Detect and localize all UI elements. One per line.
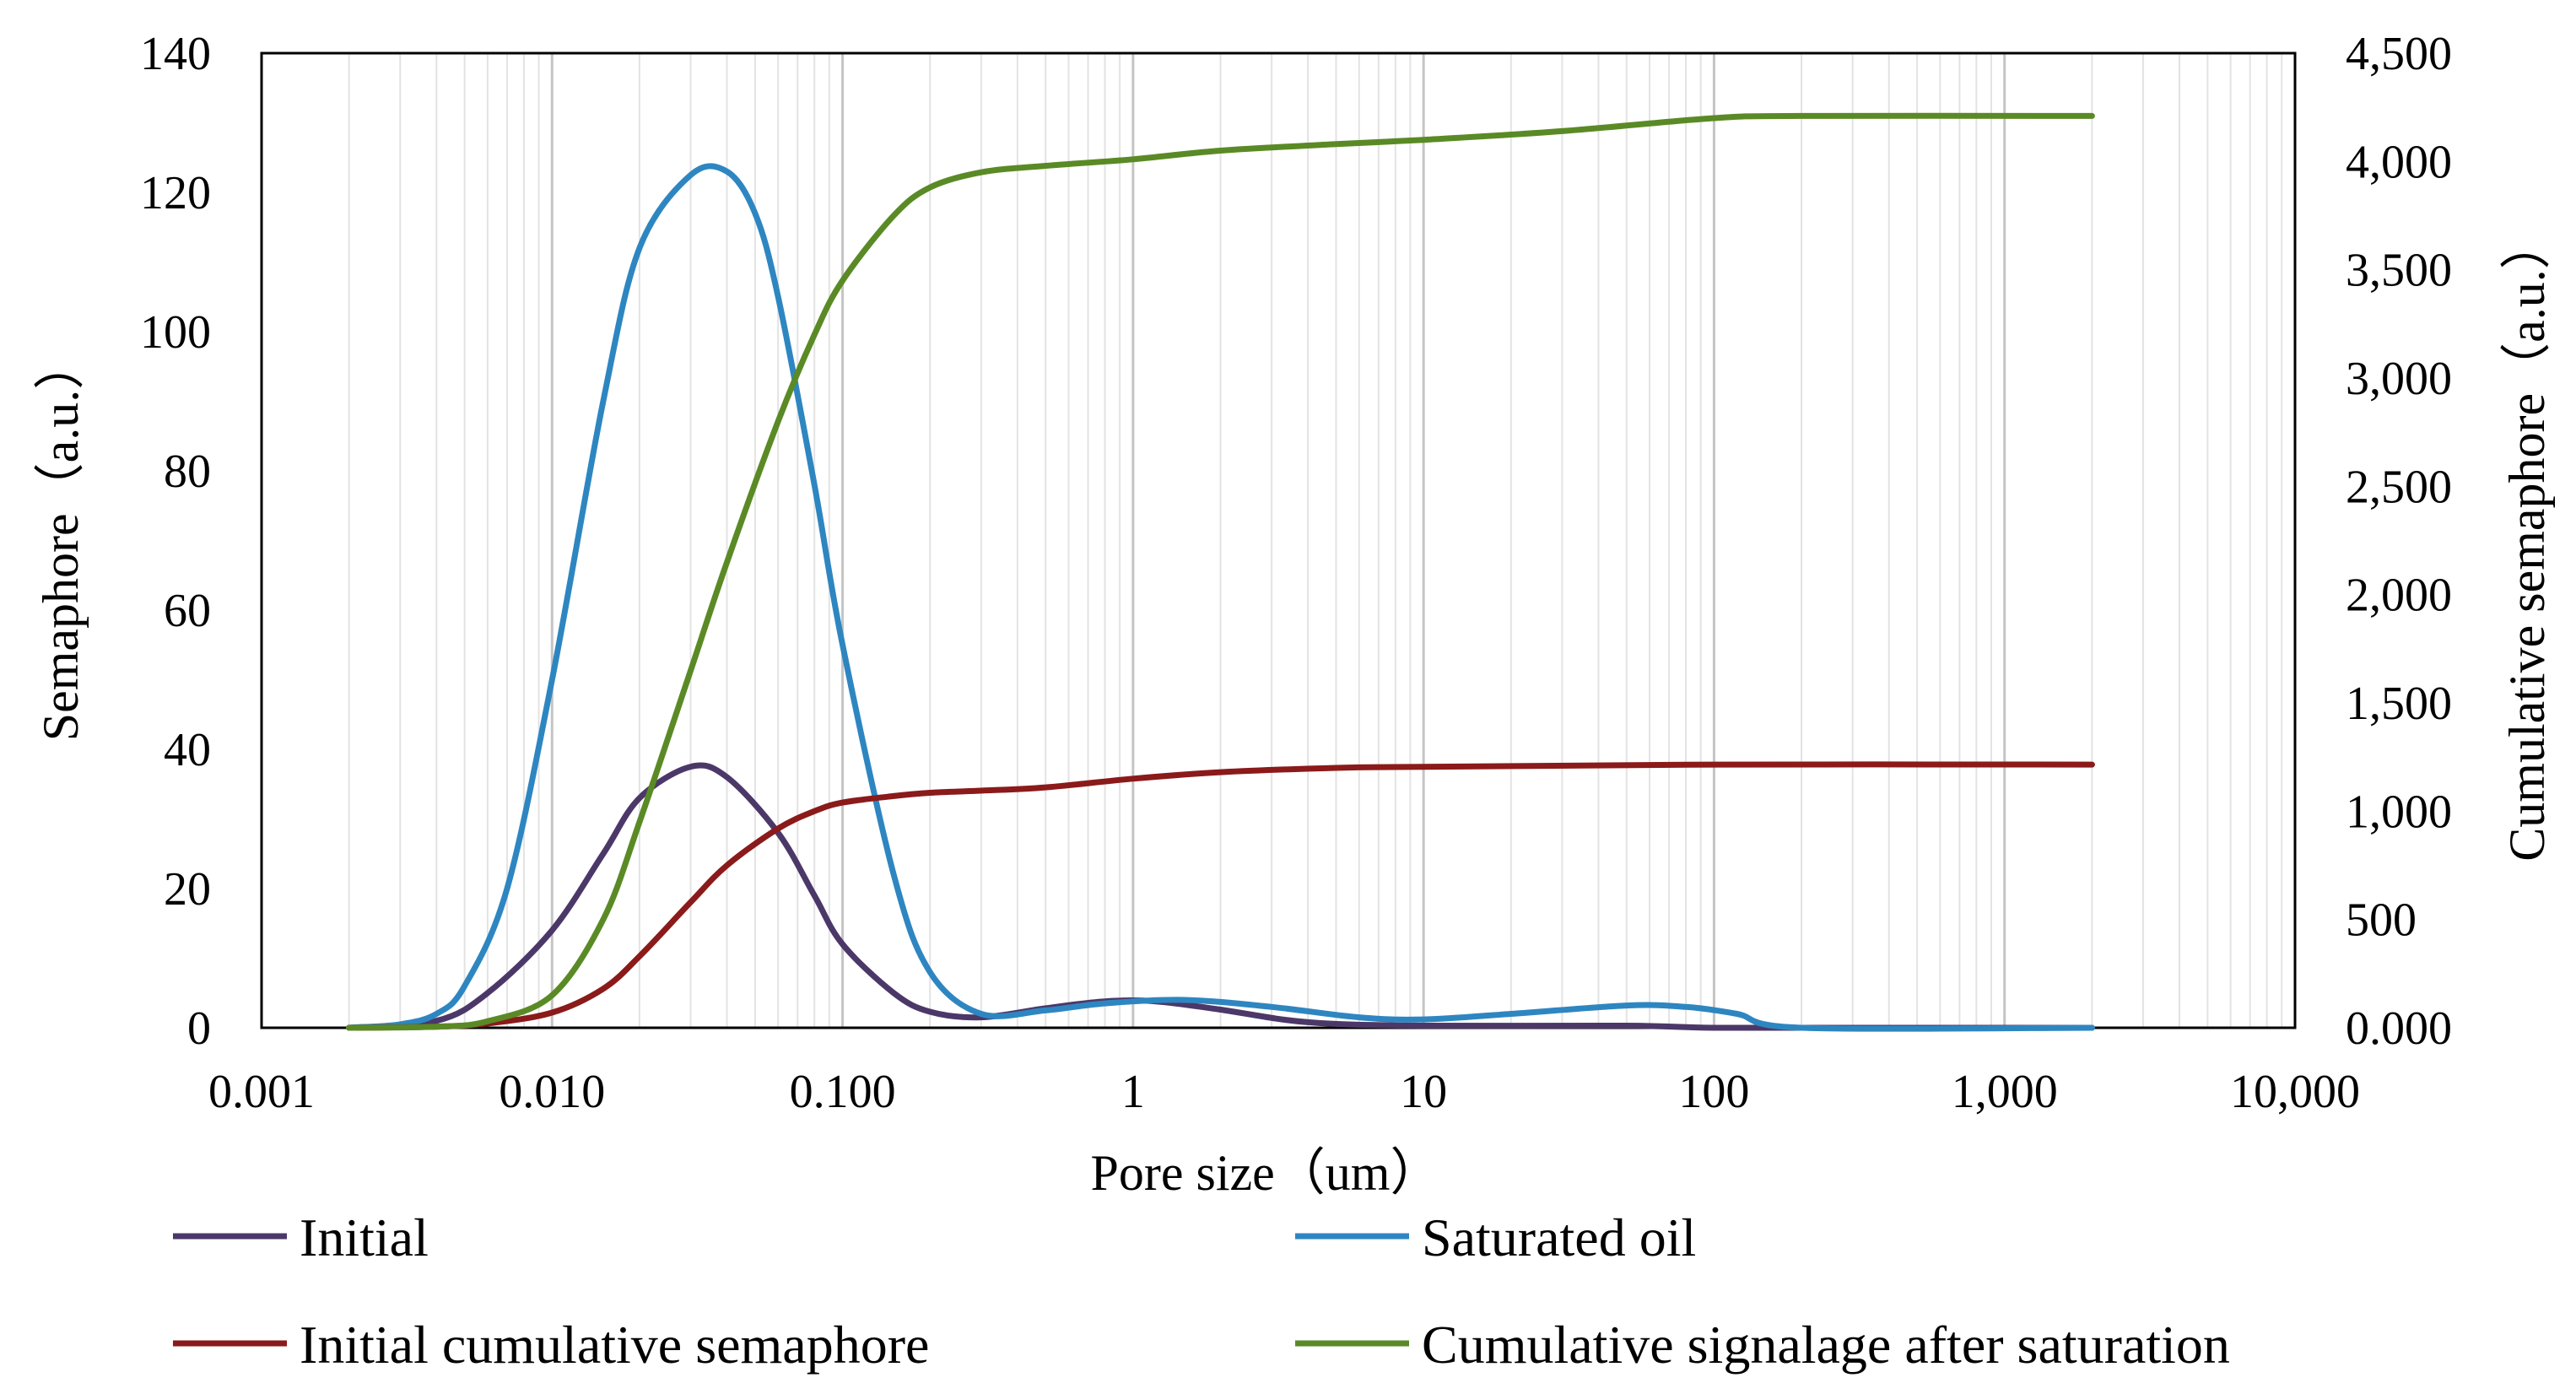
- y2-tick-label: 4,500: [2346, 28, 2452, 80]
- x-tick-label: 0.010: [499, 1066, 605, 1118]
- legend-label-initial-cumulative: Initial cumulative semaphore: [300, 1315, 929, 1375]
- y-tick-label: 120: [140, 167, 211, 219]
- x-tick-label: 1,000: [1952, 1066, 2058, 1118]
- y-tick-label: 100: [140, 306, 211, 359]
- x-tick-label: 10: [1400, 1066, 1447, 1118]
- plot-frame: [260, 51, 2297, 1029]
- y-tick-label: 20: [164, 863, 211, 916]
- y2-axis-ticks: 0.000 500 1,000 1,500 2,000 2,500 3,000 3,500 4,…: [2346, 28, 2452, 1055]
- x-axis-label: Pore size（um）: [1091, 1145, 1441, 1201]
- y-tick-label: 60: [164, 585, 211, 637]
- series-line-initial-cumulative-semaphore: [346, 761, 2095, 1031]
- y2-tick-label: 2,500: [2346, 461, 2452, 513]
- y2-tick-label: 1,000: [2346, 786, 2452, 838]
- x-axis-ticks: 0.001 0.010 0.100 1 10 100 1,000 10,000: [208, 1066, 2360, 1118]
- y2-tick-label: 1,500: [2346, 678, 2452, 730]
- y2-tick-label: 500: [2346, 894, 2417, 947]
- y2-tick-label: 3,500: [2346, 245, 2452, 297]
- x-tick-label: 0.100: [790, 1066, 896, 1118]
- legend-label-cumulative-after-saturation: Cumulative signalage after saturation: [1422, 1315, 2230, 1375]
- legend: Initial Saturated oil Initial cumulative…: [173, 1208, 2230, 1375]
- grid-layer: [260, 53, 2283, 1028]
- series-layer: [346, 112, 2095, 1032]
- y2-axis-label: Cumulative semaphore（a.u.）: [2499, 219, 2555, 861]
- y2-tick-label: 4,000: [2346, 136, 2452, 188]
- series-line-initial: [346, 762, 2095, 1031]
- x-tick-label: 100: [1678, 1066, 1749, 1118]
- y-tick-label: 140: [140, 28, 211, 80]
- y2-tick-label: 3,000: [2346, 353, 2452, 405]
- x-tick-label: 1: [1121, 1066, 1145, 1118]
- y-tick-label: 0: [187, 1002, 211, 1055]
- y-tick-label: 80: [164, 446, 211, 498]
- x-tick-label: 10,000: [2230, 1066, 2360, 1118]
- series-line-saturated-oil: [346, 163, 2095, 1032]
- legend-label-saturated-oil: Saturated oil: [1422, 1208, 1696, 1267]
- legend-label-initial: Initial: [300, 1208, 429, 1267]
- y-axis-ticks: 0 20 40 60 80 100 120 140: [140, 28, 211, 1055]
- x-tick-label: 0.001: [208, 1066, 315, 1118]
- series-line-cumulative-signalage-after-saturation: [346, 112, 2095, 1031]
- y-tick-label: 40: [164, 724, 211, 776]
- y2-tick-label: 2,000: [2346, 570, 2452, 622]
- y-axis-label: Semaphore（a.u.）: [33, 339, 89, 742]
- y2-tick-label: 0.000: [2346, 1002, 2452, 1055]
